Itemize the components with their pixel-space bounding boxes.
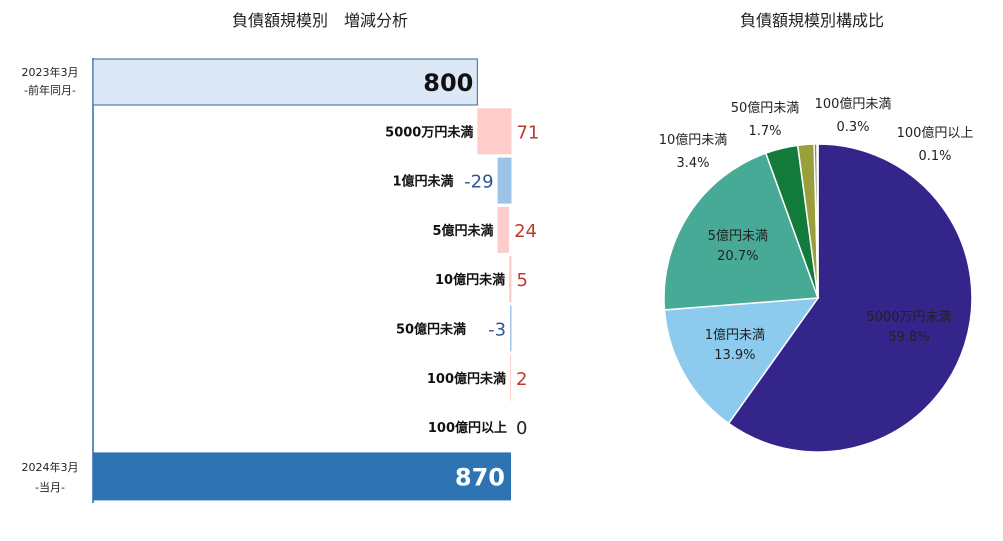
pie-slice: [816, 143, 819, 299]
bar-end: [93, 452, 511, 501]
pie-slice-label: 5000万円未満: [866, 310, 951, 325]
pie-slice-percent: 0.3%: [836, 120, 869, 135]
bar-step: [477, 108, 512, 155]
category-label: 5000万円未満: [385, 124, 473, 140]
end-period-sublabel: -当月-: [35, 480, 65, 494]
bar-step: [509, 256, 512, 303]
pie-slice-label: 100億円未満: [815, 96, 892, 112]
end-period-label: 2024年3月: [22, 460, 79, 474]
bar-start: [92, 58, 478, 106]
step-value-label: 5: [516, 270, 527, 291]
bar-step: [510, 354, 512, 401]
step-value-label: -3: [488, 320, 506, 341]
step-value-label: 71: [516, 122, 539, 143]
pie-slice-percent: 59.8%: [888, 330, 929, 345]
pie-slice-percent: 13.9%: [714, 348, 755, 363]
bar-step: [497, 157, 512, 204]
pie-slice-label: 50億円未満: [731, 100, 800, 116]
waterfall-plot: 800 5000万円未満 71 1億円未満 -29 5億円未満 24 10億円未満 5 50億円未…: [92, 58, 539, 501]
bar-start-value: 800: [423, 69, 473, 97]
pie-slice-label: 100億円以上: [897, 125, 974, 141]
step-value-label: -29: [464, 172, 493, 193]
category-label: 1億円未満: [393, 174, 454, 190]
category-label: 100億円未満: [427, 371, 506, 387]
category-label: 100億円以上: [428, 420, 507, 436]
start-period-sublabel: -前年同月-: [24, 83, 76, 97]
step-value-label: 0: [516, 418, 527, 439]
waterfall-title: 負債額規模別 増減分析: [232, 11, 408, 30]
bar-step: [497, 206, 510, 253]
pie-slice-label: 10億円未満: [659, 132, 728, 148]
pie-slice-label: 5億円未満: [708, 228, 768, 244]
bar-end-value: 870: [455, 463, 505, 491]
bar-step: [510, 305, 512, 352]
category-label: 10億円未満: [435, 272, 505, 288]
pie-slice-percent: 0.1%: [918, 149, 951, 164]
pie-plot: 5000万円未満 59.8% 1億円未満 13.9% 5億円未満 20.7% 10億円未満 3…: [659, 96, 974, 453]
pie-slice-percent: 3.4%: [676, 156, 709, 171]
pie-title: 負債額規模別構成比: [740, 11, 884, 30]
pie-slice-percent: 20.7%: [717, 249, 758, 264]
pie-slice-percent: 1.7%: [748, 124, 781, 139]
pie-slice: [663, 297, 820, 425]
start-period-label: 2023年3月: [22, 65, 79, 79]
step-value-label: 24: [514, 221, 537, 242]
category-label: 50億円未満: [396, 322, 466, 338]
pie-slice-label: 1億円未満: [705, 327, 765, 343]
category-label: 5億円未満: [433, 223, 494, 239]
pie-slice: [727, 143, 973, 453]
step-value-label: 2: [516, 369, 527, 390]
